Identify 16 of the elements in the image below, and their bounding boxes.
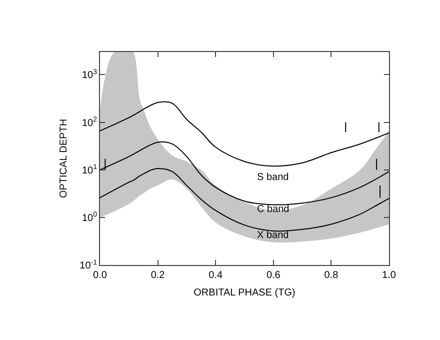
x-tick-label: 1.0 xyxy=(382,270,396,281)
y-tick-label: 10$^{-1}$ xyxy=(80,259,98,272)
x-axis-title: ORBITAL PHASE (TG) xyxy=(194,288,296,298)
annotation: X band xyxy=(257,230,289,241)
annotation: C band xyxy=(257,204,290,215)
annotation: S band xyxy=(257,172,289,183)
x-tick-label: 0.8 xyxy=(324,270,339,281)
y-tick-label: 10$^{3}$ xyxy=(82,69,98,82)
y-tick-label: 10$^{0}$ xyxy=(82,212,98,224)
x-tick-label: 0.4 xyxy=(208,270,223,281)
y-tick-label: 10$^{2}$ xyxy=(82,116,98,129)
x-tick-label: 0.6 xyxy=(266,270,281,281)
y-axis-title: OPTICAL DEPTH xyxy=(58,118,70,198)
y-tick-label: 10$^{1}$ xyxy=(82,164,98,176)
x-tick-label: 0.0 xyxy=(93,270,108,281)
x-tick-label: 0.2 xyxy=(150,270,166,281)
